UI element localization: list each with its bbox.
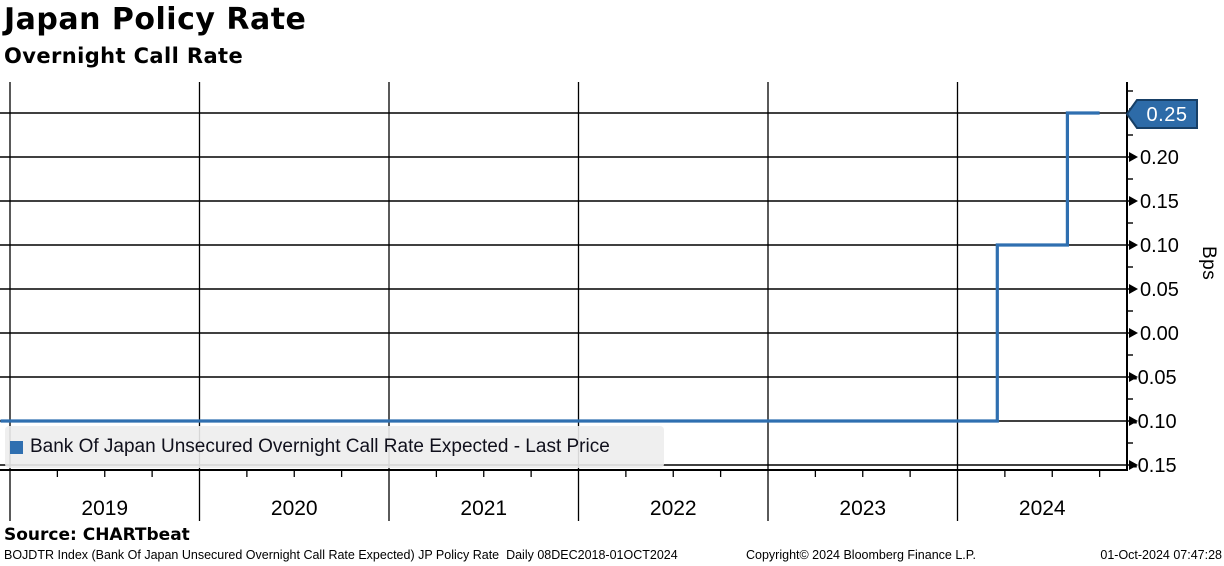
y-tick-label: -0.15 [1131,455,1177,477]
y-tick-label: 0.10 [1140,235,1179,257]
last-price-badge [1125,99,1198,129]
x-tick-label: 2024 [1019,497,1066,520]
x-tick-label: 2022 [650,497,697,520]
y-tick-label: 0.05 [1140,279,1179,301]
y-major-tick-arrow-icon [1129,284,1138,294]
footer-ticker-description: BOJDTR Index (Bank Of Japan Unsecured Ov… [4,548,678,562]
footer-timestamp: 01-Oct-2024 07:47:28 [1100,548,1222,562]
legend-swatch-icon [10,440,23,454]
y-tick-label: 0.20 [1140,147,1179,169]
y-major-tick-arrow-icon [1129,372,1138,382]
y-tick-label: 0.15 [1140,191,1179,213]
y-tick-label: -0.10 [1131,411,1177,433]
x-tick-label: 2023 [839,497,886,520]
x-tick-label: 2020 [271,497,318,520]
page-subtitle: Overnight Call Rate [4,44,244,68]
y-major-tick-arrow-icon [1129,460,1138,470]
y-major-tick-arrow-icon [1129,328,1138,338]
legend: Bank Of Japan Unsecured Overnight Call R… [5,426,664,468]
last-price-badge-value: 0.25 [1147,104,1188,126]
footer-copyright: Copyright© 2024 Bloomberg Finance L.P. [746,548,976,562]
source-label: Source: CHARTbeat [4,525,190,545]
y-major-tick-arrow-icon [1129,416,1138,426]
y-major-tick-arrow-icon [1129,196,1138,206]
y-tick-label: -0.05 [1131,367,1177,389]
y-tick-label: 0.00 [1140,323,1179,345]
x-tick-label: 2021 [460,497,507,520]
y-axis-unit-label: Bps [1198,246,1219,281]
y-major-tick-arrow-icon [1129,240,1138,250]
legend-series-label: Bank Of Japan Unsecured Overnight Call R… [30,436,610,457]
y-major-tick-arrow-icon [1129,152,1138,162]
x-tick-label: 2019 [81,497,128,520]
rate-step-line [0,111,1100,423]
page-title: Japan Policy Rate [4,2,307,37]
